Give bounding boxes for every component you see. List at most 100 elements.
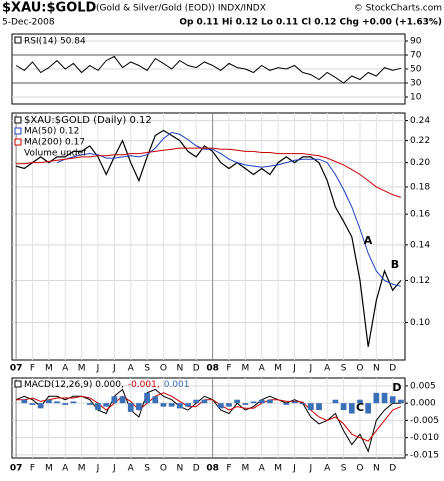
- histogram-bar: [299, 403, 306, 405]
- x-tick-label: M: [274, 364, 282, 374]
- symbol-name: (Gold & Silver/Gold (EOD)) INDX/INDX: [96, 4, 266, 14]
- histogram-bar: [389, 396, 396, 404]
- y-tick-label: 0.14: [410, 240, 430, 250]
- x-tick-label: S: [144, 464, 150, 474]
- x-tick-label: A: [324, 464, 331, 474]
- y-tick-label: -0.015: [410, 450, 439, 460]
- y-tick-label: 0.16: [410, 210, 430, 220]
- x-tick-label: J: [112, 464, 116, 474]
- y-tick-label: 0.10: [410, 318, 430, 328]
- histogram-bar: [348, 403, 355, 414]
- histogram-bar: [242, 403, 249, 405]
- x-tick-label: A: [62, 364, 69, 374]
- y-tick-label: 90: [410, 37, 422, 47]
- histogram-bar: [291, 401, 298, 404]
- series-line: [16, 147, 402, 198]
- y-tick-label: 70: [410, 51, 422, 61]
- x-tick-label: J: [292, 364, 296, 374]
- x-tick-label: 07: [10, 464, 23, 474]
- x-tick-label: A: [324, 364, 331, 374]
- histogram-bar: [168, 403, 175, 407]
- legend-entry: 0.001: [164, 380, 190, 390]
- y-tick-label: 0.005: [410, 381, 436, 391]
- y-tick-label: 30: [410, 79, 422, 89]
- x-tick-label: A: [259, 464, 266, 474]
- x-tick-label: S: [341, 464, 347, 474]
- histogram-bar: [144, 392, 150, 404]
- legend-entry: MA(50) 0.12: [24, 127, 79, 137]
- histogram-bar: [283, 403, 290, 405]
- histogram-bar: [267, 399, 273, 404]
- x-tick-label: A: [128, 464, 135, 474]
- x-tick-label: O: [160, 464, 167, 474]
- series-line: [16, 392, 402, 442]
- histogram-bar: [332, 399, 339, 404]
- x-tick-label: F: [226, 464, 231, 474]
- histogram-bar: [250, 401, 257, 404]
- x-tick-label: D: [193, 364, 200, 374]
- panel: [11, 377, 406, 459]
- y-tick-label: 0.18: [410, 182, 430, 192]
- histogram-bar: [21, 399, 28, 404]
- histogram-bar: [201, 399, 208, 404]
- x-tick-label: N: [373, 364, 380, 374]
- histogram-bar: [307, 403, 314, 411]
- x-tick-label: J: [96, 364, 100, 374]
- y-tick-label: 50: [410, 65, 422, 75]
- legend-entry: -0.001,: [128, 380, 160, 390]
- histogram-bar: [258, 399, 265, 404]
- date: 5-Dec-2008: [2, 18, 55, 28]
- legend-box: [14, 138, 22, 146]
- x-tick-label: 08: [206, 464, 219, 474]
- legend-note: Volume undef: [24, 149, 87, 159]
- histogram-bar: [62, 403, 69, 405]
- x-tick-label: N: [176, 464, 183, 474]
- x-tick-label: M: [78, 464, 86, 474]
- y-tick-label: -0.005: [410, 416, 439, 426]
- x-tick-label: F: [30, 464, 35, 474]
- x-tick-label: D: [193, 464, 200, 474]
- histogram-bar: [185, 403, 191, 407]
- histogram-bar: [365, 403, 372, 414]
- y-tick-label: 0.12: [410, 276, 430, 286]
- histogram-bar: [54, 401, 60, 404]
- series-line: [56, 131, 402, 287]
- histogram-bar: [29, 403, 36, 405]
- x-tick-label: M: [241, 464, 249, 474]
- x-tick-label: J: [96, 464, 100, 474]
- y-tick-label: 0.22: [410, 136, 430, 146]
- x-tick-label: 08: [206, 364, 219, 374]
- histogram-bar: [398, 399, 404, 404]
- y-tick-label: 0.20: [410, 158, 430, 168]
- x-tick-label: J: [309, 464, 313, 474]
- histogram-bar: [316, 403, 322, 411]
- x-tick-label: A: [62, 464, 69, 474]
- y-tick-label: 0.24: [410, 116, 430, 126]
- panel: [11, 112, 406, 361]
- histogram-bar: [357, 399, 363, 404]
- histogram-bar: [136, 403, 142, 411]
- x-tick-label: J: [309, 364, 313, 374]
- x-tick-label: O: [160, 364, 167, 374]
- x-tick-label: N: [373, 464, 380, 474]
- y-tick-label: 0.000: [410, 399, 436, 409]
- legend-box: [14, 127, 22, 135]
- symbol: $XAU:$GOLD: [2, 1, 97, 16]
- checkbox: [14, 36, 22, 44]
- annotation: D: [392, 381, 401, 394]
- x-tick-label: O: [356, 464, 363, 474]
- annotation: A: [364, 234, 373, 247]
- panel-title: RSI(14) 50.84: [24, 37, 86, 47]
- x-tick-label: A: [128, 364, 135, 374]
- legend-box: [14, 116, 22, 124]
- x-tick-label: M: [45, 464, 53, 474]
- x-tick-label: D: [389, 364, 396, 374]
- y-tick-label: 10: [410, 93, 422, 103]
- x-tick-label: M: [78, 364, 86, 374]
- x-tick-label: N: [176, 364, 183, 374]
- legend-box: [14, 380, 22, 388]
- x-tick-label: M: [274, 464, 282, 474]
- quote: Op 0.11 Hi 0.12 Lo 0.11 Cl 0.12 Chg +0.0…: [179, 18, 442, 28]
- legend-entry: MA(200) 0.17: [24, 138, 85, 148]
